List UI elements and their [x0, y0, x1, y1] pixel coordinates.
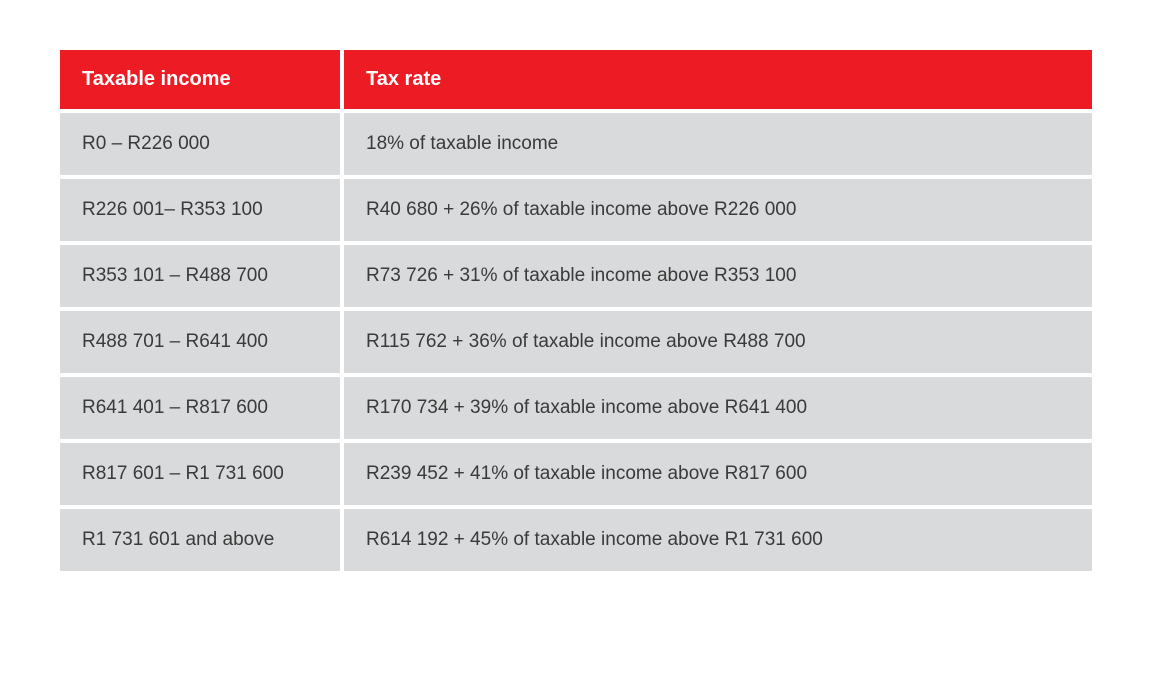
cell-taxable-income: R353 101 – R488 700	[60, 245, 340, 307]
header-taxable-income: Taxable income	[60, 50, 340, 109]
cell-taxable-income: R641 401 – R817 600	[60, 377, 340, 439]
table-row: R353 101 – R488 700 R73 726 + 31% of tax…	[60, 245, 1092, 307]
table-row: R0 – R226 000 18% of taxable income	[60, 113, 1092, 175]
cell-taxable-income: R0 – R226 000	[60, 113, 340, 175]
table-row: R641 401 – R817 600 R170 734 + 39% of ta…	[60, 377, 1092, 439]
cell-tax-rate: R73 726 + 31% of taxable income above R3…	[344, 245, 1092, 307]
cell-tax-rate: R614 192 + 45% of taxable income above R…	[344, 509, 1092, 571]
cell-taxable-income: R817 601 – R1 731 600	[60, 443, 340, 505]
table-row: R1 731 601 and above R614 192 + 45% of t…	[60, 509, 1092, 571]
cell-tax-rate: R170 734 + 39% of taxable income above R…	[344, 377, 1092, 439]
cell-tax-rate: R239 452 + 41% of taxable income above R…	[344, 443, 1092, 505]
table-row: R226 001– R353 100 R40 680 + 26% of taxa…	[60, 179, 1092, 241]
cell-tax-rate: R115 762 + 36% of taxable income above R…	[344, 311, 1092, 373]
table-row: R817 601 – R1 731 600 R239 452 + 41% of …	[60, 443, 1092, 505]
cell-taxable-income: R488 701 – R641 400	[60, 311, 340, 373]
cell-taxable-income: R226 001– R353 100	[60, 179, 340, 241]
tax-table: Taxable income Tax rate R0 – R226 000 18…	[60, 50, 1092, 571]
cell-tax-rate: 18% of taxable income	[344, 113, 1092, 175]
cell-tax-rate: R40 680 + 26% of taxable income above R2…	[344, 179, 1092, 241]
cell-taxable-income: R1 731 601 and above	[60, 509, 340, 571]
table-header-row: Taxable income Tax rate	[60, 50, 1092, 109]
table-row: R488 701 – R641 400 R115 762 + 36% of ta…	[60, 311, 1092, 373]
header-tax-rate: Tax rate	[344, 50, 1092, 109]
